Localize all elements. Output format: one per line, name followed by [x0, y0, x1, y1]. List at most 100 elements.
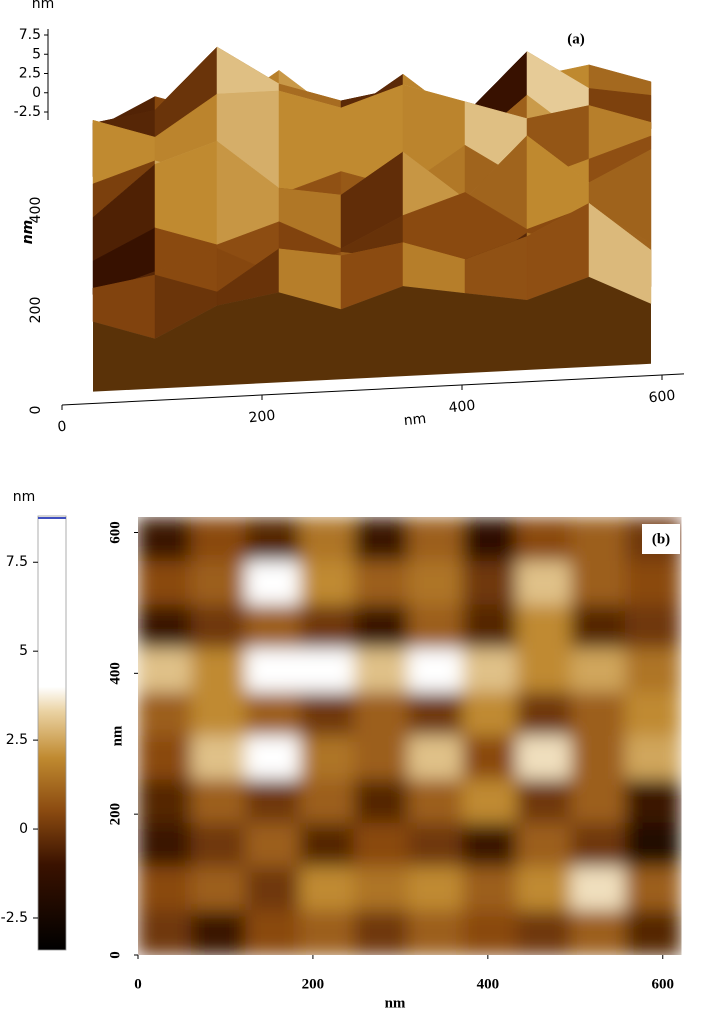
heatmap-cell — [462, 735, 519, 782]
heatmap-cell — [138, 779, 194, 826]
heatmap-cell — [299, 779, 356, 826]
heatmap-cell — [245, 691, 302, 738]
heatmap-cell — [245, 517, 302, 564]
heatmap-cell — [516, 822, 573, 869]
panel-b: 0 200 400 600 nm 0 200 400 600 nm (b) -2.5 0 2.5 5 7.5 n… — [1, 489, 682, 1011]
colorbar-tick-label: 0 — [19, 821, 28, 837]
front-wall — [93, 276, 651, 392]
x-tick-label: 400 — [448, 398, 476, 417]
heatmap-cell — [408, 517, 465, 564]
z-tick-label: -2.5 — [14, 104, 41, 120]
heatmap-cell — [299, 866, 356, 913]
y-tick-label: 600 — [107, 521, 123, 544]
heatmap-cell — [462, 910, 519, 955]
colorbar-tick-label: -2.5 — [1, 910, 28, 926]
colorbar-tick-label: 5 — [19, 643, 28, 659]
y-tick-label: 200 — [107, 803, 123, 826]
heatmap-cells — [138, 517, 682, 955]
heatmap-cell — [408, 560, 465, 607]
x-tick-label: 0 — [134, 976, 142, 992]
x-tick-label: 200 — [248, 408, 276, 427]
heatmap-cell — [191, 822, 248, 869]
heatmap-cell — [408, 822, 465, 869]
heatmap-cell — [624, 691, 682, 738]
heatmap-cell — [138, 517, 194, 564]
x-tick-label: 600 — [648, 388, 676, 407]
heatmap-cell — [191, 691, 248, 738]
y-tick-label: 400 — [107, 662, 123, 685]
heatmap-cell — [138, 648, 194, 695]
heatmap-cell — [245, 648, 302, 695]
y-axis-label: nm — [109, 725, 125, 746]
y-tick-label: 200 — [28, 297, 44, 324]
colorbar — [37, 515, 67, 951]
heatmap-cell — [624, 648, 682, 695]
heatmap-cell — [408, 910, 465, 955]
heatmap-cell — [570, 560, 628, 607]
heatmap-cell — [191, 517, 248, 564]
heatmap-cell — [462, 560, 519, 607]
heatmap-cell — [516, 910, 573, 955]
heatmap-cell — [245, 910, 302, 955]
heatmap-cell — [299, 691, 356, 738]
colorbar-tick-label: 2.5 — [6, 732, 28, 748]
heatmap-cell — [138, 910, 194, 955]
x-tick-label: 600 — [652, 976, 675, 992]
heatmap-cell — [299, 604, 356, 651]
heatmap-cell — [138, 866, 194, 913]
heatmap-cell — [570, 735, 628, 782]
heatmap-cell — [570, 604, 628, 651]
heatmap-cell — [353, 910, 411, 955]
heatmap-cell — [245, 604, 302, 651]
heatmap-cell — [624, 910, 682, 955]
x-tick-label: 0 — [57, 419, 68, 436]
z-axis-label: nm — [32, 0, 55, 12]
heatmap-cell — [353, 648, 411, 695]
heatmap-cell — [138, 822, 194, 869]
x-axis — [61, 373, 685, 406]
panel-label: (b) — [652, 531, 670, 547]
heatmap-cell — [299, 560, 356, 607]
heatmap-cell — [462, 517, 519, 564]
heatmap-cell — [191, 648, 248, 695]
heatmap-cell — [245, 866, 302, 913]
heatmap-cell — [138, 735, 194, 782]
z-tick-label: 2.5 — [19, 66, 41, 82]
heatmap-cell — [624, 779, 682, 826]
heatmap-cell — [624, 560, 682, 607]
heatmap-cell — [191, 779, 248, 826]
heatmap-cell — [138, 604, 194, 651]
heatmap-cell — [245, 560, 302, 607]
heatmap-cell — [353, 779, 411, 826]
heatmap-cell — [462, 779, 519, 826]
colorbar-label: nm — [13, 489, 36, 505]
heatmap-cell — [462, 604, 519, 651]
heatmap-cell — [624, 866, 682, 913]
panel-label: (a) — [567, 31, 585, 47]
heatmap-cell — [245, 735, 302, 782]
x-tick-label: 400 — [477, 976, 500, 992]
heatmap-cell — [353, 866, 411, 913]
heatmap-cell — [570, 779, 628, 826]
heatmap-cell — [353, 560, 411, 607]
heatmap-cell — [462, 691, 519, 738]
heatmap-cell — [516, 779, 573, 826]
heatmap-cell — [408, 691, 465, 738]
heatmap-cell — [191, 735, 248, 782]
heatmap-cell — [245, 822, 302, 869]
heatmap-cell — [462, 866, 519, 913]
heatmap-cell — [191, 866, 248, 913]
label-box — [642, 524, 680, 554]
z-tick-label: 5 — [32, 46, 41, 62]
heatmap-cell — [299, 517, 356, 564]
heatmap-cell — [462, 822, 519, 869]
heatmap-cell — [408, 735, 465, 782]
heatmap-cell — [408, 648, 465, 695]
heatmap-cell — [570, 822, 628, 869]
colorbar-tick-label: 7.5 — [6, 554, 28, 570]
heatmap-cell — [516, 517, 573, 564]
heatmap-cell — [516, 735, 573, 782]
heatmap-cell — [570, 648, 628, 695]
heatmap-cell — [624, 604, 682, 651]
heatmap-cell — [570, 866, 628, 913]
